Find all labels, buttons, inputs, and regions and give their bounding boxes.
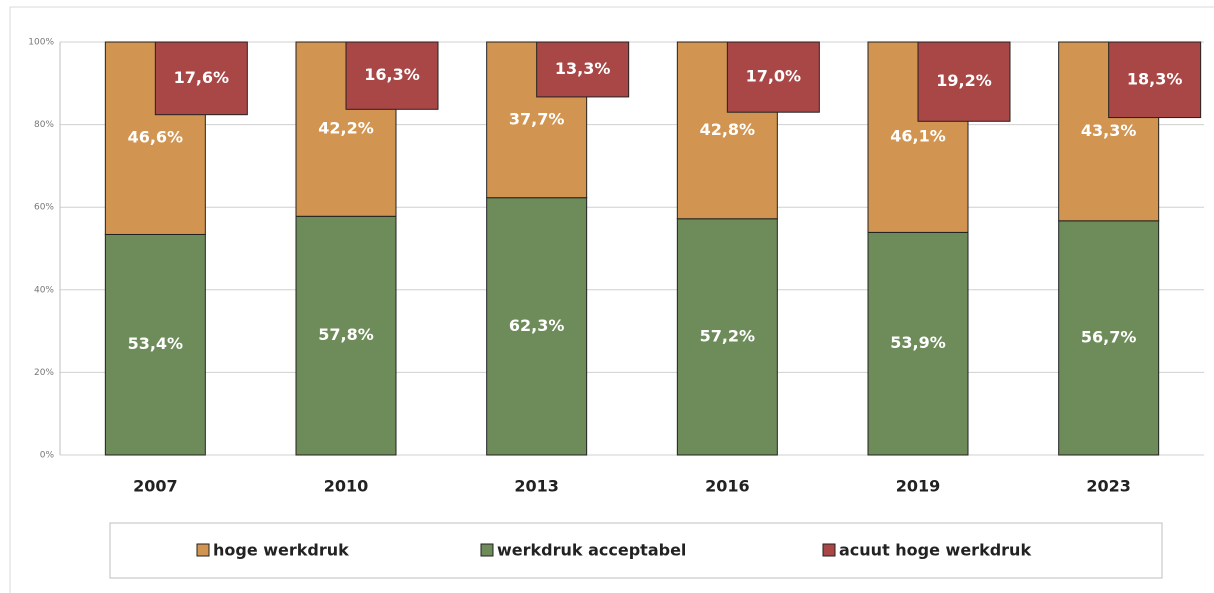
x-tick-label: 2016 (705, 477, 750, 496)
value-label: 62,3% (509, 316, 565, 335)
value-label: 56,7% (1081, 327, 1137, 346)
value-label: 16,3% (364, 65, 420, 84)
value-label: 42,8% (700, 120, 756, 139)
value-label: 57,8% (318, 325, 374, 344)
bar (726, 41, 820, 113)
value-label: 46,1% (890, 127, 946, 146)
legend-label: werkdruk acceptabel (497, 541, 686, 560)
x-tick-label: 2010 (324, 477, 369, 496)
y-tick-label: 60% (34, 203, 54, 213)
value-label: 37,7% (509, 109, 565, 128)
bar-segment (1058, 220, 1160, 456)
x-tick-label: 2023 (1086, 477, 1131, 496)
bar-segment (486, 197, 588, 456)
y-tick-label: 100% (28, 38, 54, 48)
bar-segment (676, 218, 778, 456)
legend-label: hoge werkdruk (213, 541, 349, 560)
bar-segment (867, 231, 969, 456)
legend-label: acuut hoge werkdruk (839, 541, 1031, 560)
legend-box (109, 522, 1163, 579)
value-label: 17,6% (174, 68, 230, 87)
bar (536, 41, 630, 98)
x-tick-label: 2007 (133, 477, 178, 496)
x-tick-label: 2019 (896, 477, 941, 496)
value-label: 53,4% (128, 334, 184, 353)
y-tick-label: 0% (40, 451, 55, 461)
value-label: 57,2% (700, 326, 756, 345)
value-label: 42,2% (318, 119, 374, 138)
legend-swatch (822, 543, 836, 557)
y-tick-label: 20% (34, 368, 54, 378)
value-label: 13,3% (555, 59, 611, 78)
y-tick-label: 40% (34, 285, 54, 295)
value-label: 53,9% (890, 333, 946, 352)
value-label: 19,2% (936, 71, 992, 90)
value-label: 43,3% (1081, 121, 1137, 140)
value-label: 46,6% (128, 128, 184, 147)
chart-frame (9, 6, 1214, 593)
bar (1108, 41, 1202, 119)
legend-swatch (480, 543, 494, 557)
legend-swatch (196, 543, 210, 557)
bar (154, 41, 248, 116)
x-tick-label: 2013 (514, 477, 559, 496)
bar (917, 41, 1011, 122)
bar (345, 41, 439, 110)
value-label: 18,3% (1127, 69, 1183, 88)
value-label: 17,0% (746, 67, 802, 86)
y-tick-label: 80% (34, 120, 54, 130)
bar-segment (104, 233, 206, 456)
